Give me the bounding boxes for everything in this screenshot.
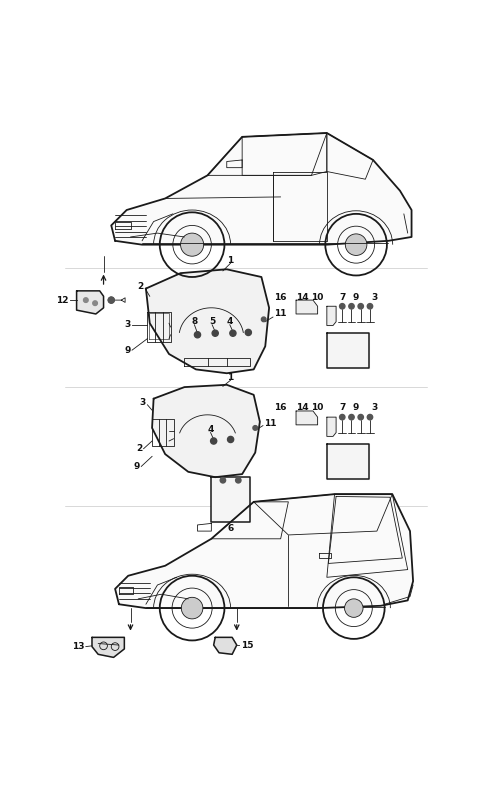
Circle shape bbox=[349, 414, 354, 420]
Text: 13: 13 bbox=[72, 642, 84, 651]
Circle shape bbox=[245, 330, 252, 336]
Circle shape bbox=[220, 477, 226, 483]
Circle shape bbox=[358, 414, 363, 420]
Circle shape bbox=[367, 303, 372, 309]
Text: 16: 16 bbox=[274, 403, 287, 412]
Circle shape bbox=[253, 426, 258, 430]
Text: 5: 5 bbox=[209, 317, 215, 326]
Circle shape bbox=[84, 298, 88, 303]
Polygon shape bbox=[92, 638, 124, 657]
Text: 14: 14 bbox=[296, 403, 309, 412]
Polygon shape bbox=[296, 300, 318, 314]
Text: 4: 4 bbox=[227, 317, 233, 326]
Circle shape bbox=[345, 599, 363, 618]
Polygon shape bbox=[296, 411, 318, 425]
Polygon shape bbox=[327, 333, 369, 368]
Text: 9: 9 bbox=[353, 403, 360, 412]
Text: 2: 2 bbox=[137, 282, 144, 291]
Text: 11: 11 bbox=[275, 310, 287, 318]
Text: 10: 10 bbox=[311, 403, 323, 412]
Circle shape bbox=[180, 233, 204, 256]
Circle shape bbox=[345, 234, 367, 256]
Circle shape bbox=[236, 477, 241, 483]
Text: 7: 7 bbox=[339, 403, 346, 412]
Circle shape bbox=[228, 437, 234, 442]
Circle shape bbox=[93, 301, 97, 306]
Text: 9: 9 bbox=[124, 345, 131, 355]
Text: 9: 9 bbox=[353, 292, 360, 302]
Circle shape bbox=[212, 330, 218, 337]
Polygon shape bbox=[211, 477, 250, 522]
Text: 16: 16 bbox=[274, 292, 287, 302]
Text: 12: 12 bbox=[57, 295, 69, 305]
Polygon shape bbox=[327, 417, 336, 437]
Circle shape bbox=[230, 330, 236, 337]
Text: 3: 3 bbox=[372, 403, 378, 412]
Text: 2: 2 bbox=[136, 444, 142, 453]
Polygon shape bbox=[214, 638, 237, 654]
Text: 6: 6 bbox=[228, 523, 234, 533]
Circle shape bbox=[358, 303, 363, 309]
Circle shape bbox=[339, 303, 345, 309]
Text: 1: 1 bbox=[228, 256, 234, 264]
Text: 1: 1 bbox=[228, 372, 234, 382]
Polygon shape bbox=[327, 306, 336, 326]
Text: 8: 8 bbox=[192, 317, 198, 326]
Text: 10: 10 bbox=[311, 292, 323, 302]
Polygon shape bbox=[77, 291, 104, 314]
Polygon shape bbox=[327, 444, 369, 479]
Polygon shape bbox=[152, 385, 260, 477]
Text: 7: 7 bbox=[339, 292, 346, 302]
Circle shape bbox=[367, 414, 372, 420]
Circle shape bbox=[262, 317, 266, 322]
Text: 3: 3 bbox=[124, 320, 131, 330]
Text: 14: 14 bbox=[296, 292, 309, 302]
Polygon shape bbox=[146, 269, 269, 373]
Circle shape bbox=[181, 597, 203, 619]
Circle shape bbox=[194, 332, 201, 337]
Text: 3: 3 bbox=[372, 292, 378, 302]
Text: 9: 9 bbox=[133, 462, 140, 471]
Circle shape bbox=[349, 303, 354, 309]
Circle shape bbox=[211, 438, 217, 444]
Polygon shape bbox=[115, 494, 413, 608]
Text: 3: 3 bbox=[140, 398, 146, 407]
Text: 11: 11 bbox=[264, 418, 277, 428]
Circle shape bbox=[108, 297, 114, 303]
Text: 15: 15 bbox=[240, 641, 253, 649]
Circle shape bbox=[339, 414, 345, 420]
Polygon shape bbox=[111, 133, 411, 245]
Text: 4: 4 bbox=[207, 425, 214, 434]
